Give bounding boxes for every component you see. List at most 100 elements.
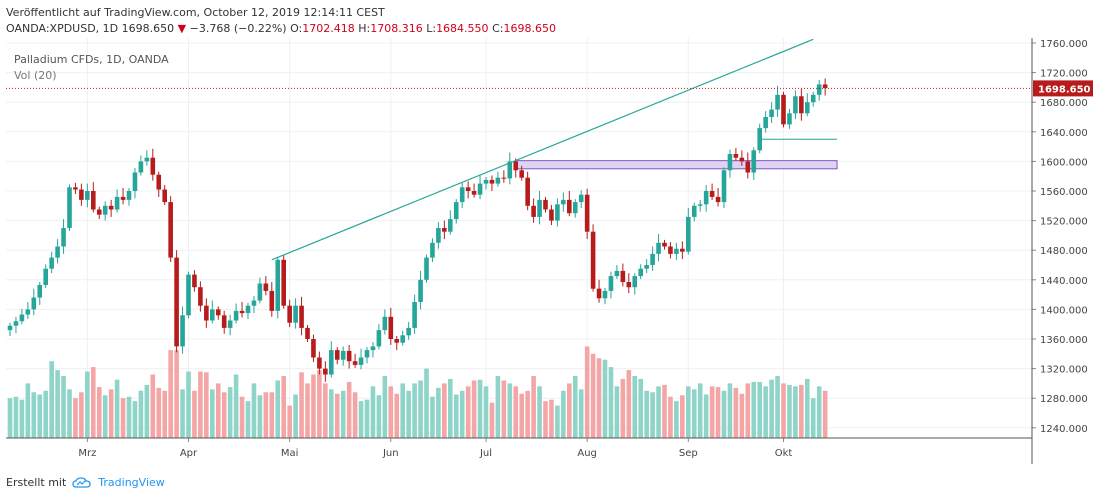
volume-bar	[424, 368, 429, 438]
volume-bar	[96, 387, 102, 438]
high-value: 1708.316	[370, 22, 423, 35]
volume-bar	[388, 386, 394, 438]
volume-bar	[608, 367, 614, 438]
volume-bar	[61, 376, 66, 438]
volume-bar	[650, 392, 655, 438]
candle-body	[781, 94, 786, 125]
volume-bar	[150, 374, 156, 438]
candle-body	[287, 305, 292, 323]
volume-bar	[382, 376, 388, 438]
candle-body	[590, 231, 596, 289]
candle-body	[198, 287, 203, 306]
candle-body	[108, 205, 114, 210]
volume-bar	[108, 389, 114, 438]
candle-body	[739, 157, 745, 162]
volume-bar	[644, 390, 649, 438]
volume-bar	[543, 401, 548, 438]
volume-bar	[287, 405, 292, 438]
candle-body	[448, 219, 453, 232]
down-arrow-icon: ▼	[177, 22, 187, 35]
volume-bar	[442, 383, 447, 438]
last-price-tag: 1698.650	[1033, 80, 1093, 97]
volume-bar	[614, 386, 620, 438]
volume-bar	[697, 383, 703, 438]
volume-bar	[572, 376, 578, 438]
created-with-label: Erstellt mit	[6, 476, 67, 489]
candle-body	[697, 204, 703, 206]
volume-bar	[781, 383, 786, 438]
volume-bar	[79, 392, 84, 438]
volume-bar	[263, 392, 269, 438]
volume-bar	[721, 390, 727, 438]
candle-body	[358, 357, 364, 365]
volume-bar	[513, 386, 519, 438]
price-chart[interactable]: 1760.000 1720.000 1680.000 1640.000 1600.000…	[0, 38, 1100, 478]
volume-bar	[138, 390, 144, 438]
volume-bar	[102, 395, 108, 438]
candle-body	[418, 279, 423, 302]
x-tick-label: Mrz	[78, 448, 96, 459]
candle-body	[55, 246, 60, 258]
volume-bar	[215, 383, 221, 438]
candle-body	[596, 288, 602, 299]
candle-body	[364, 350, 370, 358]
candle-body	[85, 191, 90, 200]
y-tick-label: 1360.000	[1040, 335, 1088, 346]
volume-bar	[370, 386, 376, 438]
candle-body	[263, 283, 269, 291]
candle-body	[769, 109, 774, 117]
candle-body	[340, 350, 346, 360]
volume-bar	[662, 384, 667, 438]
volume-bar	[436, 387, 441, 438]
candle-body	[436, 228, 441, 243]
volume-bar	[584, 346, 590, 438]
candle-body	[626, 282, 632, 288]
volume-bar	[477, 379, 483, 438]
candle-body	[442, 228, 447, 232]
candle-body	[471, 191, 477, 195]
legend-volume: Vol (20)	[14, 69, 57, 82]
volume-bar	[793, 386, 798, 438]
volume-bar	[448, 378, 453, 438]
volume-bar	[519, 393, 524, 438]
candle-body	[525, 177, 530, 206]
volume-bar	[251, 383, 257, 438]
volume-bar	[638, 378, 643, 438]
volume-bar	[340, 390, 346, 438]
volume-bar	[186, 371, 191, 438]
high-label: H:	[358, 22, 371, 35]
volume-bar	[329, 389, 334, 438]
volume-bar	[578, 389, 584, 438]
volume-bar	[703, 394, 709, 438]
candle-body	[257, 283, 263, 301]
volume-bar	[668, 396, 673, 438]
candle-body	[293, 305, 298, 323]
candle-body	[376, 330, 382, 347]
candle-body	[531, 205, 536, 217]
close-value: 1698.650	[503, 22, 556, 35]
candle-body	[733, 154, 739, 158]
volume-bar	[293, 394, 298, 438]
volume-bar	[305, 383, 310, 438]
candle-body	[299, 305, 304, 328]
volume-bar	[733, 387, 739, 438]
close-label: C:	[492, 22, 504, 35]
trendline	[271, 38, 814, 261]
volume-bar	[501, 380, 507, 438]
volume-bar	[31, 392, 37, 438]
candle-body	[608, 276, 614, 291]
candle-body	[656, 242, 661, 254]
volume-bar	[430, 396, 435, 438]
volume-bar	[632, 376, 638, 438]
chart-svg[interactable]: 1760.000 1720.000 1680.000 1640.000 1600.000…	[0, 38, 1100, 478]
volume-bar	[358, 401, 364, 438]
y-tick-label: 1600.000	[1040, 157, 1088, 168]
volume-bar	[495, 376, 501, 438]
volume-bar	[376, 395, 382, 438]
candle-body	[638, 268, 643, 277]
candle-body	[227, 320, 233, 328]
candle-body	[275, 259, 281, 311]
volume-bar	[364, 399, 370, 438]
volume-bar	[281, 376, 286, 438]
candle-body	[810, 94, 816, 103]
